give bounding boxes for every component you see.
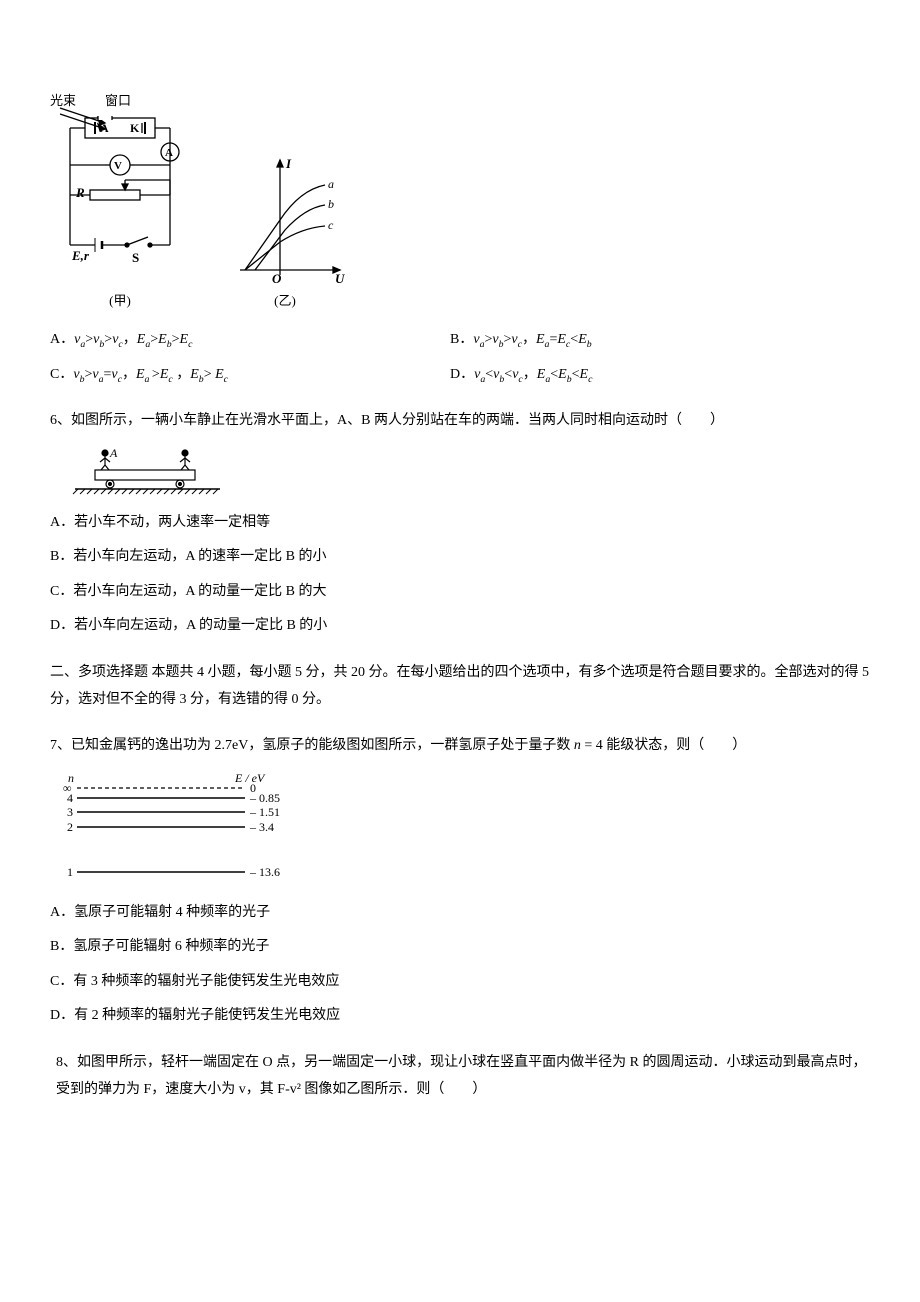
person-a-label: A <box>109 446 118 460</box>
q6-option-d: D．若小车向左运动，A 的动量一定比 B 的小 <box>50 613 870 640</box>
circuit-caption: (甲) <box>50 290 190 309</box>
q5-options-row1: A．νa>νb>νc，Ea>Eb>Ec B．νa>νb>νc，Ea=Ec<Eb <box>50 329 870 352</box>
q7-option-c: C．有 3 种频率的辐射光子能使钙发生光电效应 <box>50 969 870 996</box>
switch-label: S <box>132 250 139 265</box>
q5-option-d: D．νa<νb<νc，Ea<Eb<Ec <box>450 364 870 387</box>
level-1-e: – 13.6 <box>249 865 280 879</box>
q8-text: 8、如图甲所示，轻杆一端固定在 O 点，另一端固定一小球，现让小球在竖直平面内做… <box>50 1050 870 1103</box>
origin-label: O <box>272 271 282 286</box>
curve-a-label: a <box>328 177 334 191</box>
q6-option-c: C．若小车向左运动，A 的动量一定比 B 的大 <box>50 579 870 606</box>
window-label: 窗口 <box>105 93 131 108</box>
q7-option-b: B．氢原子可能辐射 6 种频率的光子 <box>50 934 870 961</box>
q7-option-d: D．有 2 种频率的辐射光子能使钙发生光电效应 <box>50 1003 870 1030</box>
x-axis-label: U <box>335 271 345 286</box>
level-3-n: 3 <box>67 805 73 819</box>
q6-option-b: B．若小车向左运动，A 的速率一定比 B 的小 <box>50 544 870 571</box>
q7-option-a: A．氢原子可能辐射 4 种频率的光子 <box>50 900 870 927</box>
iv-caption: (乙) <box>220 290 350 309</box>
y-axis-label: I <box>285 156 292 171</box>
level-2-e: – 3.4 <box>249 820 274 834</box>
level-3-e: – 1.51 <box>249 805 280 819</box>
section2-header: 二、多项选择题 本题共 4 小题，每小题 5 分，共 20 分。在每小题给出的四… <box>50 660 870 713</box>
q6-text: 6、如图所示，一辆小车静止在光滑水平面上，A、B 两人分别站在车的两端．当两人同… <box>50 408 870 435</box>
q5-option-a: A．νa>νb>νc，Ea>Eb>Ec <box>50 329 450 352</box>
q5-option-c: C．νb>νa=νc，Ea >Ec ，Eb> Ec <box>50 364 450 387</box>
level-2-n: 2 <box>67 820 73 834</box>
anode-label: A <box>100 121 109 135</box>
curve-b-label: b <box>328 197 334 211</box>
q5-options-row2: C．νb>νa=νc，Ea >Ec ，Eb> Ec D．νa<νb<νc，Ea<… <box>50 364 870 387</box>
q6-option-a: A．若小车不动，两人速率一定相等 <box>50 510 870 537</box>
q5-diagrams: 光束 窗口 A K <box>50 90 870 309</box>
q5-option-b: B．νa>νb>νc，Ea=Ec<Eb <box>450 329 870 352</box>
level-1-n: 1 <box>67 865 73 879</box>
beam-label: 光束 <box>50 93 76 108</box>
q7-text: 7、已知金属钙的逸出功为 2.7eV，氢原子的能级图如图所示，一群氢原子处于量子… <box>50 733 870 760</box>
curve-c-label: c <box>328 218 334 232</box>
level-4-e: – 0.85 <box>249 791 280 805</box>
svg-text:A: A <box>165 147 173 159</box>
iv-diagram: O U I a b c (乙) <box>220 150 350 309</box>
cathode-label: K <box>130 121 140 135</box>
level-4-n: 4 <box>67 791 73 805</box>
emf-label: E,r <box>71 248 90 263</box>
cart-diagram: A <box>70 445 870 495</box>
energy-diagram: n E / eV ∞ 0 4 – 0.85 3 – 1.51 2 – 3.4 1… <box>55 770 870 885</box>
resistor-label: R <box>75 185 85 200</box>
svg-text:V: V <box>114 160 122 172</box>
circuit-diagram: 光束 窗口 A K <box>50 90 190 309</box>
